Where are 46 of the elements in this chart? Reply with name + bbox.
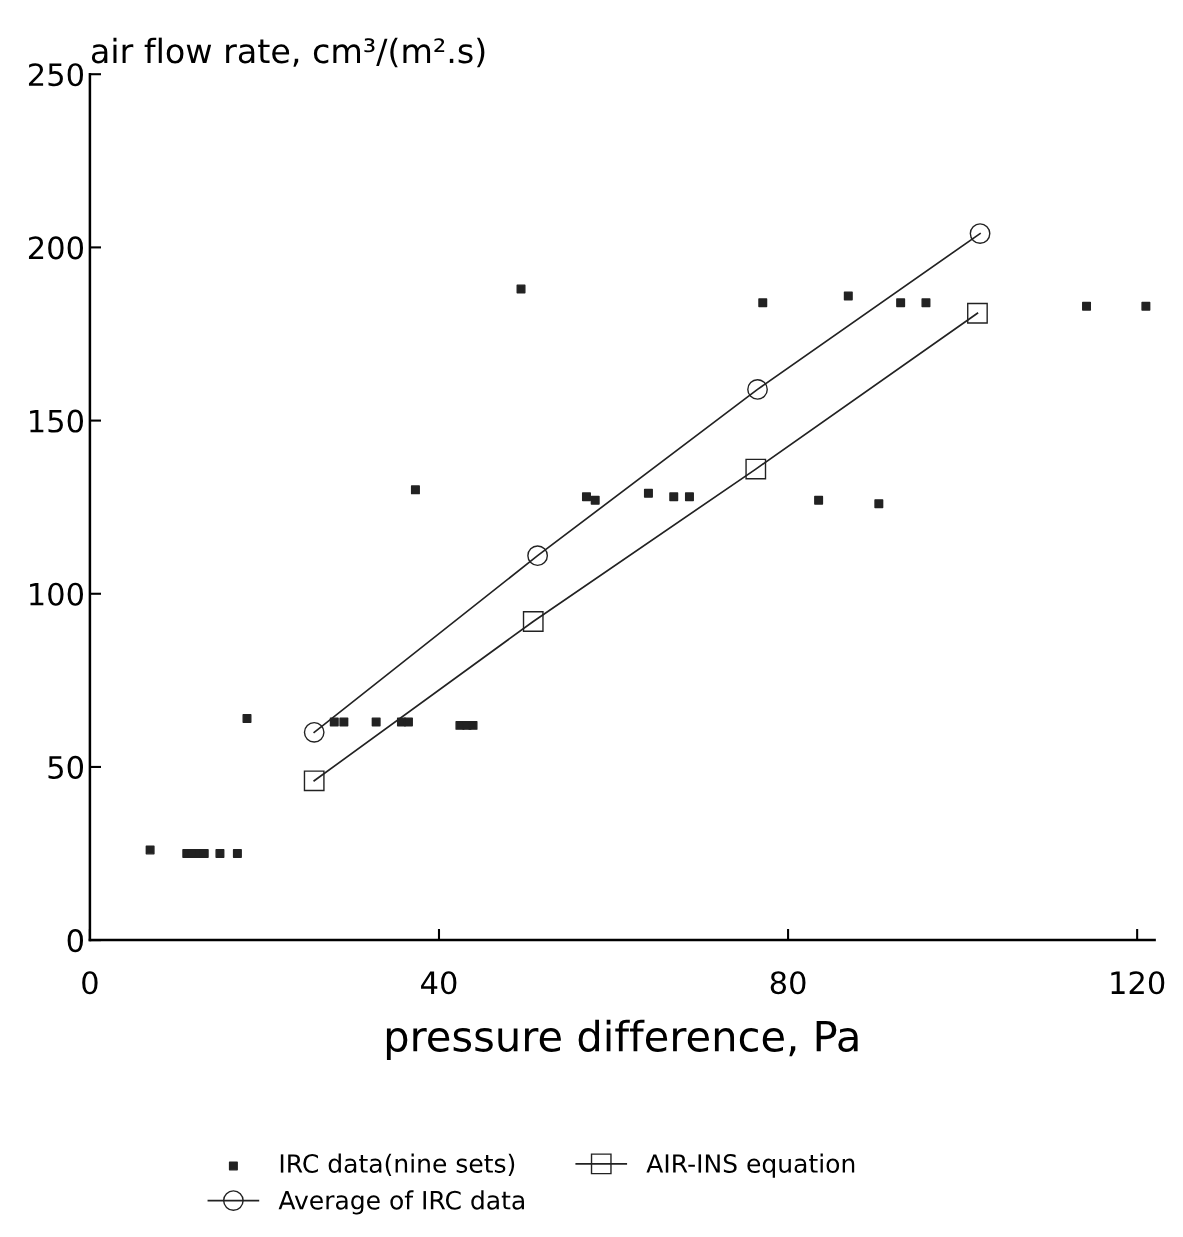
x-axis-title: pressure difference, Pa — [386, 1019, 858, 1061]
point — [581, 492, 591, 502]
legend-label: AIR-INS equation — [646, 1153, 855, 1178]
point — [758, 298, 768, 308]
y-tick-label: 50 — [48, 755, 84, 779]
point — [1141, 301, 1151, 311]
point — [516, 284, 526, 294]
point — [403, 717, 413, 727]
point — [590, 495, 600, 505]
y-axis-title: air flow rate, cm³/(m².s) — [91, 37, 485, 68]
point — [215, 849, 225, 859]
point — [303, 770, 325, 792]
point — [371, 717, 381, 727]
point — [242, 713, 252, 723]
point — [522, 611, 544, 632]
point — [329, 717, 339, 727]
point — [527, 545, 549, 567]
point — [468, 720, 478, 730]
point — [232, 849, 242, 859]
point — [814, 495, 824, 505]
y-tick-label: 0 — [67, 929, 84, 953]
x-tick-label: 120 — [1111, 971, 1165, 995]
y-tick-label: 150 — [30, 409, 84, 433]
legend-label: Average of IRC data — [278, 1190, 524, 1215]
x-tick-label: 40 — [421, 971, 457, 995]
point — [969, 223, 991, 244]
point — [669, 492, 679, 502]
y-tick-label: 250 — [28, 63, 84, 87]
y-tick-label: 200 — [28, 236, 84, 260]
point — [921, 298, 931, 308]
x-tick-label: 80 — [770, 971, 806, 995]
point — [643, 488, 653, 498]
point — [1082, 301, 1092, 311]
point — [747, 378, 768, 400]
point — [843, 291, 853, 301]
point — [896, 298, 906, 308]
point — [967, 302, 988, 324]
point — [745, 458, 767, 480]
point — [339, 717, 349, 727]
point — [410, 485, 420, 495]
point — [145, 845, 155, 855]
point — [303, 721, 325, 743]
point — [874, 499, 884, 509]
legend-label: IRC data(nine sets) — [280, 1153, 515, 1176]
point — [684, 492, 694, 502]
y-tick-label: 100 — [30, 582, 84, 606]
